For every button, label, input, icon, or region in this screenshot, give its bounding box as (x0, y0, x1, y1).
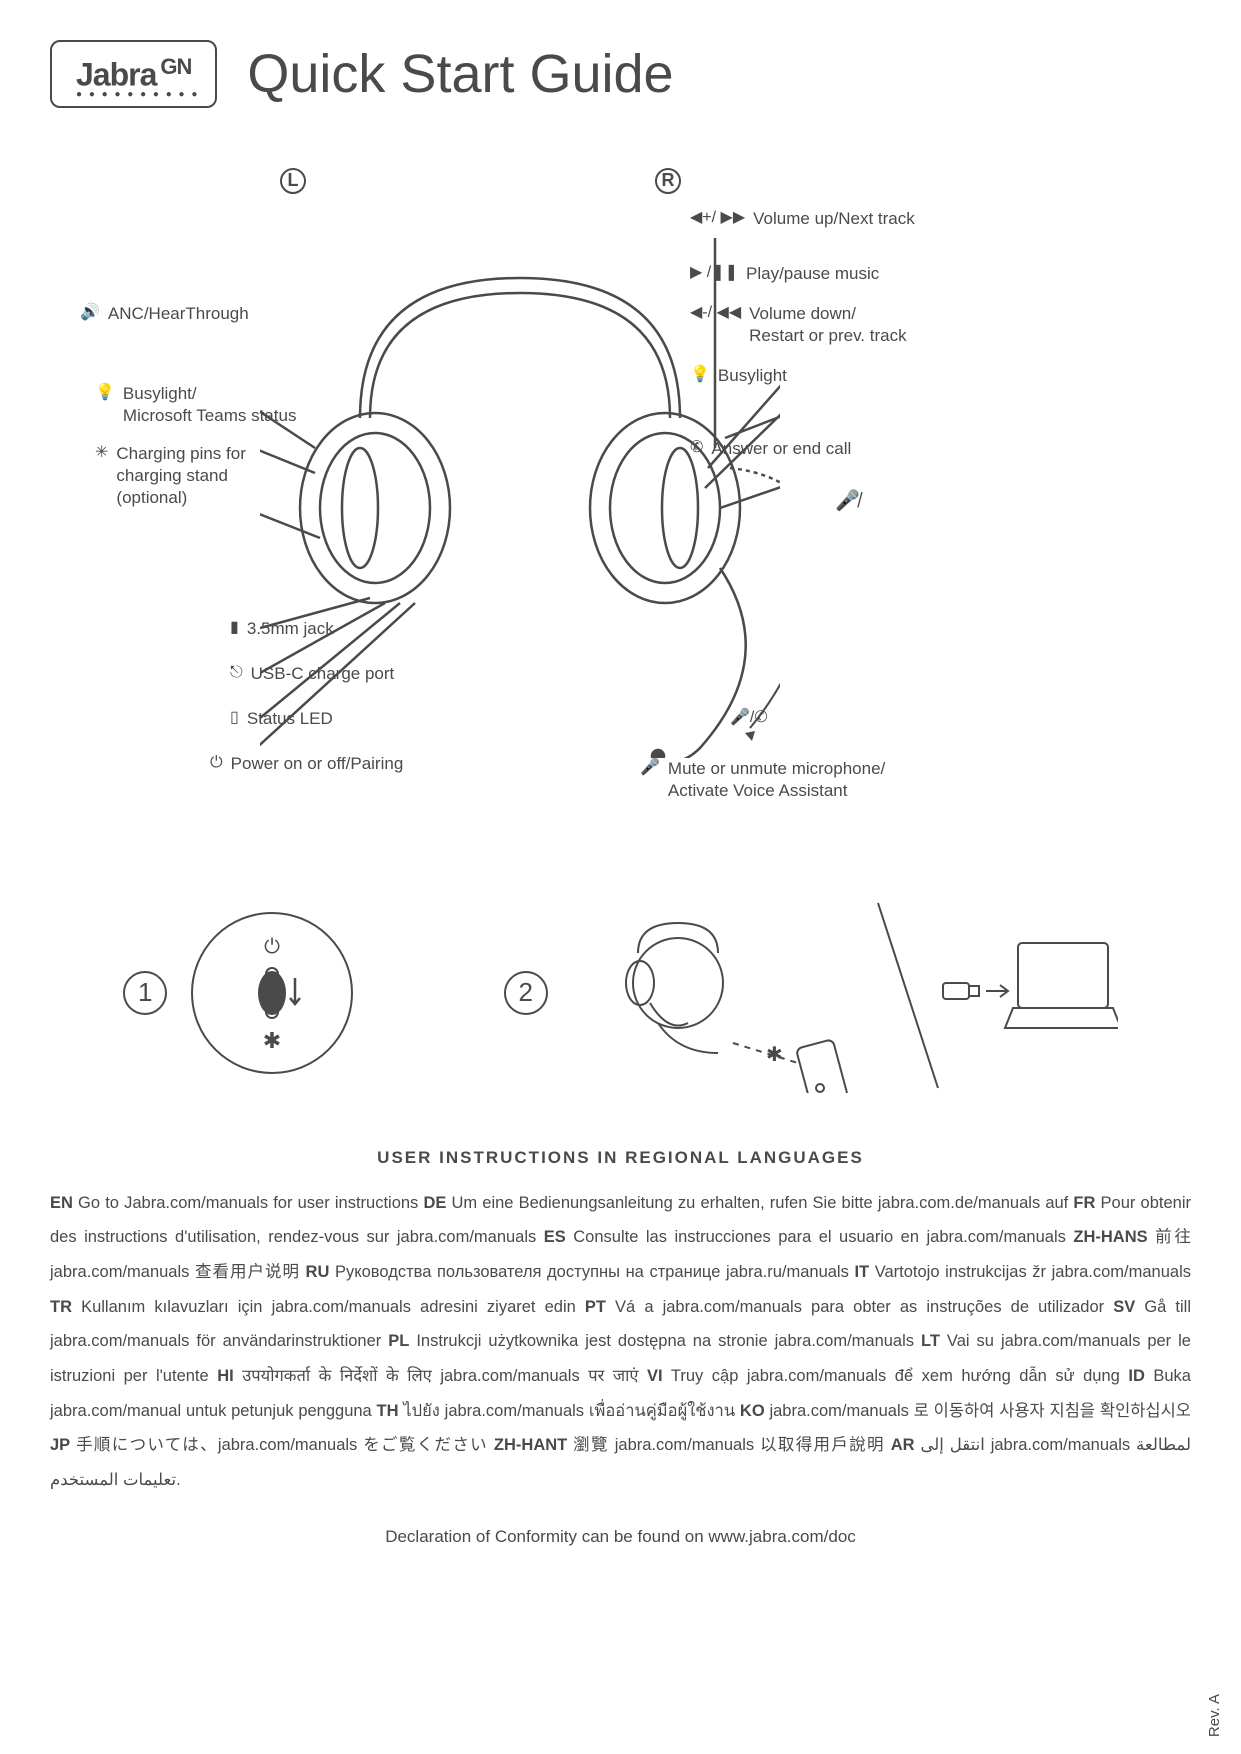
pins-icon: ✳ (95, 443, 108, 464)
svg-text:✱: ✱ (766, 1044, 783, 1066)
jack-icon: ▮ (230, 618, 239, 639)
callout-label: ANC/HearThrough (108, 303, 249, 325)
footer: Declaration of Conformity can be found o… (50, 1527, 1191, 1547)
logo-dots: ● ● ● ● ● ● ● ● ● ● (76, 89, 199, 100)
logo-suffix: GN (160, 54, 191, 79)
svg-text:✱: ✱ (263, 1028, 281, 1053)
step-1-illustration: ⏻ ✱ (187, 908, 357, 1078)
speaker-icon: 🔊 (80, 303, 100, 324)
logo-brand: Jabra (76, 57, 156, 93)
headphone-illustration (260, 238, 780, 758)
volup-icon: ◀+/ ▶▶ (690, 208, 745, 229)
callout-label: Volume up/Next track (753, 208, 915, 230)
page-title: Quick Start Guide (247, 43, 673, 105)
callout-label: Mute or unmute microphone/ Activate Voic… (668, 758, 885, 802)
instructions-heading: USER INSTRUCTIONS IN REGIONAL LANGUAGES (50, 1148, 1191, 1168)
step-2-illustration: ✱ (568, 893, 1118, 1093)
callout-mute: 🎤 Mute or unmute microphone/ Activate Vo… (640, 758, 885, 802)
callout-volup: ◀+/ ▶▶ Volume up/Next track (690, 208, 915, 230)
mic-mute-icon: 🎤 (640, 758, 660, 779)
led-icon: ▯ (230, 708, 239, 729)
steps-area: 1 ⏻ ✱ 2 ✱ (50, 878, 1191, 1108)
light-icon: 💡 (95, 383, 115, 404)
power-icon: ⏻ (210, 753, 223, 774)
usb-icon: ⎋ (230, 663, 243, 684)
instructions-body: EN Go to Jabra.com/manuals for user inst… (50, 1186, 1191, 1498)
mic-strike-icon: 🎤̸ (835, 488, 860, 513)
revision-label: Rev. A (1206, 1694, 1223, 1737)
callout-label: Charging pins for charging stand (option… (116, 443, 245, 509)
callout-anc: 🔊 ANC/HearThrough (80, 303, 249, 325)
right-label: R (655, 168, 681, 194)
logo: JabraGN ● ● ● ● ● ● ● ● ● ● (50, 40, 217, 108)
svg-text:⏻: ⏻ (264, 936, 280, 958)
left-label: L (280, 168, 306, 194)
step-1-number: 1 (123, 971, 167, 1015)
diagram-area: L R 🔊 ANC/HearThrough 💡 Busylight/ Micro… (50, 168, 1191, 848)
step-2-number: 2 (504, 971, 548, 1015)
header: JabraGN ● ● ● ● ● ● ● ● ● ● Quick Start … (50, 40, 1191, 108)
callout-charging-pins: ✳ Charging pins for charging stand (opti… (95, 443, 246, 509)
